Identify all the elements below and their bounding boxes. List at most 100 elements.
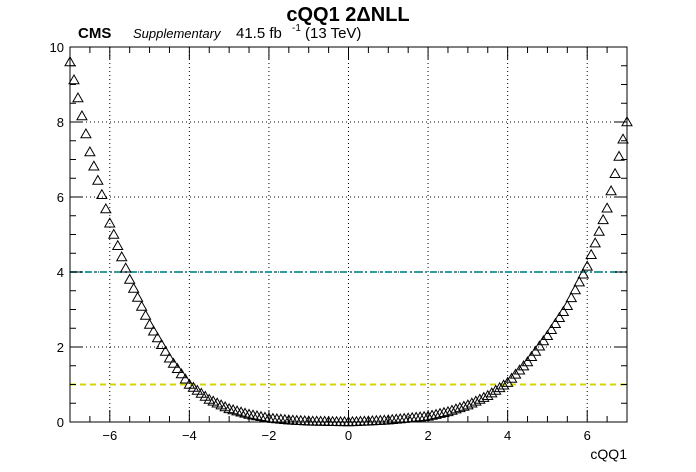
y-tick-label: 8 [57, 115, 64, 130]
data-point [103, 217, 116, 228]
y-tick-label: 4 [57, 265, 64, 280]
data-point [525, 350, 538, 361]
data-point [446, 404, 458, 415]
supplementary-label: Supplementary [133, 26, 222, 41]
data-point [617, 133, 629, 144]
data-point [195, 387, 208, 398]
data-point [139, 309, 152, 320]
data-point [493, 381, 506, 393]
data-point [489, 384, 502, 395]
data-point [95, 188, 108, 199]
data-point [438, 406, 450, 418]
data-point [533, 340, 546, 351]
data-point [88, 160, 100, 171]
data-point [589, 237, 602, 248]
data-point [111, 239, 124, 250]
data-point [521, 355, 534, 367]
data-point [251, 409, 263, 421]
data-point [76, 109, 88, 121]
data-point [179, 373, 192, 384]
data-point [593, 225, 606, 236]
data-point [127, 282, 140, 293]
data-point [171, 362, 184, 373]
data-point [601, 202, 613, 213]
data-point [529, 345, 542, 356]
data-point [99, 202, 112, 214]
cms-label: CMS [78, 25, 111, 42]
data-point [469, 395, 482, 406]
data-point [442, 405, 454, 417]
x-axis-title: cQQ1 [590, 446, 627, 462]
data-point [485, 387, 498, 398]
data-point [80, 127, 92, 139]
data-point [183, 378, 196, 389]
data-point [163, 352, 176, 363]
chart-title: cQQ1 2ΔNLL [286, 4, 409, 26]
energy-label: (13 TeV) [305, 25, 361, 42]
data-point [465, 397, 478, 408]
data-point [549, 317, 562, 328]
data-point [565, 291, 578, 303]
grid [70, 47, 627, 422]
data-point [199, 390, 212, 401]
data-point [430, 408, 442, 419]
data-point [458, 400, 470, 411]
data-point [605, 184, 617, 196]
data-point [426, 409, 438, 420]
data-point [434, 407, 446, 418]
data-point [569, 283, 582, 295]
reference-lines [70, 271, 627, 386]
y-tick-label: 6 [57, 190, 64, 205]
data-point [577, 268, 590, 279]
data-point [259, 411, 271, 422]
data-point [119, 262, 132, 273]
y-tick-label: 10 [50, 40, 64, 55]
x-tick-label: 6 [584, 428, 591, 443]
data-point [191, 384, 204, 395]
data-point [187, 381, 200, 392]
data-point [68, 73, 80, 85]
y-tick-label: 0 [57, 415, 64, 430]
data-point [72, 91, 84, 103]
data-point [151, 331, 164, 343]
data-point [473, 393, 486, 404]
data-point [167, 357, 180, 368]
data-points [64, 55, 633, 427]
data-point [461, 399, 474, 410]
data-point [147, 325, 160, 336]
lumi-exponent: -1 [292, 23, 301, 34]
data-point [143, 318, 156, 329]
data-point [553, 311, 566, 322]
lumi-value: 41.5 fb [236, 25, 282, 42]
data-point [541, 329, 554, 340]
data-point [131, 291, 144, 302]
data-point [481, 389, 494, 400]
data-point [545, 323, 558, 334]
data-point [255, 410, 267, 421]
data-point [115, 250, 128, 262]
y-tick-label: 2 [57, 340, 64, 355]
data-point [557, 305, 570, 316]
data-point [454, 401, 466, 413]
x-tick-label: 0 [345, 428, 352, 443]
data-point [159, 345, 172, 356]
data-point [84, 145, 96, 157]
data-point [581, 260, 594, 271]
x-tick-label: −6 [102, 428, 117, 443]
axes: −6 −4 −2 0 2 4 6 0 2 4 6 8 10 [50, 40, 628, 443]
data-point [597, 213, 609, 225]
data-point [537, 334, 550, 346]
x-tick-label: −4 [182, 428, 197, 443]
data-point [450, 403, 462, 414]
data-point [609, 167, 621, 178]
data-point [107, 228, 120, 239]
data-point [585, 248, 598, 259]
data-point [497, 379, 510, 390]
data-point [155, 338, 168, 349]
data-point [561, 299, 574, 310]
data-point [91, 174, 104, 185]
data-point [573, 276, 586, 287]
x-tick-label: 4 [504, 428, 511, 443]
x-tick-label: 2 [424, 428, 431, 443]
